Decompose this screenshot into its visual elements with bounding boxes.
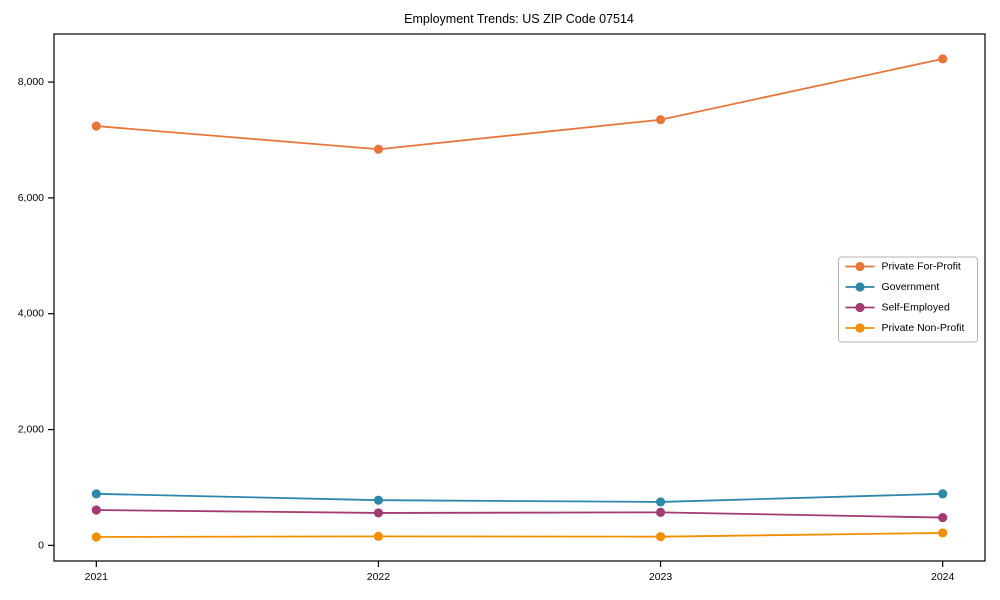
chart-title: Employment Trends: US ZIP Code 07514 bbox=[404, 12, 634, 26]
plot-area-border bbox=[53, 33, 986, 562]
series-line-self-employed bbox=[96, 509, 943, 519]
data-point bbox=[655, 115, 666, 125]
series-line-government bbox=[96, 492, 943, 503]
legend: Private For-Profit Government Self-Employe… bbox=[838, 256, 978, 343]
data-point bbox=[373, 531, 384, 541]
legend-marker-dot bbox=[855, 302, 865, 313]
series-layer bbox=[91, 54, 948, 542]
data-point bbox=[938, 528, 948, 538]
data-point bbox=[91, 121, 101, 131]
data-point bbox=[655, 497, 666, 507]
data-point bbox=[91, 489, 101, 499]
legend-label: Private For-Profit bbox=[882, 261, 961, 273]
data-point bbox=[655, 532, 666, 542]
data-point bbox=[938, 54, 948, 64]
x-tick-label: 2023 bbox=[649, 571, 673, 583]
x-tick-label: 2022 bbox=[367, 571, 391, 583]
data-point bbox=[938, 489, 948, 499]
y-tick-label: 8,000 bbox=[18, 76, 44, 88]
legend-label: Government bbox=[882, 281, 940, 293]
legend-box bbox=[838, 256, 978, 343]
data-point bbox=[655, 507, 666, 517]
x-tick-label: 2021 bbox=[85, 571, 109, 583]
y-tick-label: 0 bbox=[38, 539, 44, 551]
y-tick-label: 6,000 bbox=[18, 192, 44, 204]
legend-marker-dot bbox=[855, 282, 865, 292]
x-axis: 2021 2022 2023 2024 bbox=[85, 561, 955, 583]
data-point bbox=[91, 505, 101, 515]
legend-marker-dot bbox=[855, 261, 865, 272]
legend-marker-dot bbox=[855, 323, 865, 333]
x-tick-label: 2024 bbox=[931, 571, 955, 583]
series-line-private-for-profit bbox=[96, 58, 943, 151]
data-point bbox=[938, 512, 948, 523]
y-axis: 0 2,000 4,000 6,000 8,000 bbox=[18, 76, 54, 551]
y-tick-label: 4,000 bbox=[18, 308, 44, 320]
series-line-private-non-profit bbox=[96, 532, 943, 538]
data-point bbox=[373, 495, 384, 505]
data-point bbox=[91, 532, 101, 542]
legend-label: Self-Employed bbox=[882, 302, 950, 314]
legend-label: Private Non-Profit bbox=[882, 322, 965, 334]
y-tick-label: 2,000 bbox=[18, 424, 44, 436]
data-point bbox=[373, 144, 384, 154]
data-point bbox=[373, 508, 384, 518]
